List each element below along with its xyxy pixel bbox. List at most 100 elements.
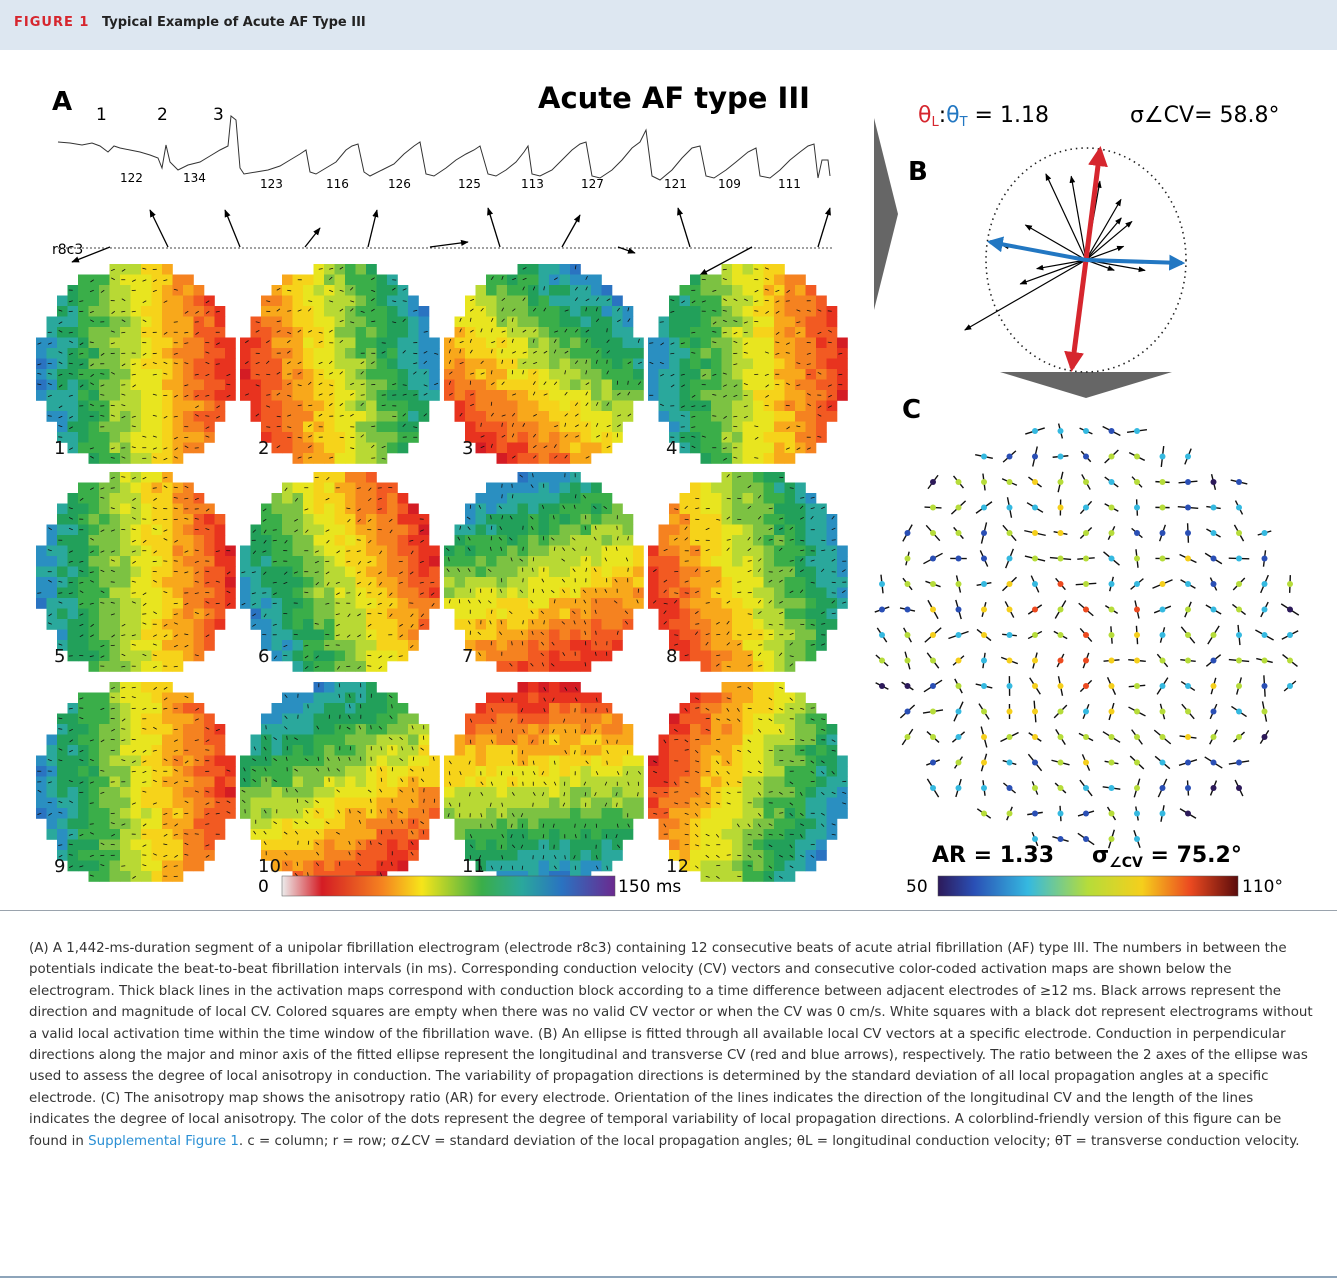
map-cell (690, 442, 701, 454)
map-cell (141, 608, 152, 620)
map-cell (507, 369, 518, 380)
map-cell (334, 692, 346, 704)
map-cell (496, 493, 508, 504)
map-cell (774, 482, 785, 494)
map-cv-arrow (142, 622, 147, 625)
panel-a-title: Acute AF type III (538, 81, 810, 115)
map-cell (528, 295, 539, 307)
map-cv-arrow (543, 307, 547, 312)
map-cell (816, 556, 827, 567)
map-cv-arrow (381, 457, 386, 460)
map-cell (366, 860, 377, 872)
map-cell (88, 860, 100, 872)
map-cell (784, 503, 796, 515)
map-cell (397, 337, 409, 349)
map-cv-arrow (371, 277, 375, 281)
map-cell (46, 379, 58, 391)
map-cell (334, 482, 346, 494)
map-cv-arrow (789, 538, 794, 541)
map-cell (622, 535, 634, 546)
map-cv-arrow (606, 402, 610, 406)
map-cell (475, 493, 487, 504)
map-cell (151, 442, 163, 454)
map-cv-arrow (810, 496, 815, 499)
map-cell (690, 379, 701, 391)
map-cell (120, 369, 131, 380)
map-cell (805, 306, 817, 317)
map-cell (763, 545, 775, 557)
map-cell (78, 295, 89, 307)
map-cv-arrow (251, 592, 256, 595)
map-cell (151, 808, 163, 819)
map-cv-arrow (674, 537, 678, 541)
map-cell (120, 766, 131, 777)
map-cell (486, 274, 497, 286)
map-cell (120, 400, 131, 412)
map-cell (507, 514, 518, 525)
map-cell (78, 787, 89, 798)
map-cell (162, 787, 173, 798)
map-cell (622, 545, 634, 557)
map-cell (46, 545, 58, 557)
map-cell (141, 692, 152, 704)
map-cell (387, 337, 398, 349)
map-cell (795, 358, 806, 370)
map-cv-arrow (574, 297, 578, 301)
map-cell (172, 453, 184, 464)
map-cell (193, 766, 205, 777)
map-cell (78, 306, 89, 317)
map-cv-arrow (308, 404, 313, 407)
map-cv-arrow (691, 435, 696, 438)
map-cell (408, 400, 419, 412)
map-cv-arrow (184, 833, 189, 835)
map-cv-arrow (173, 665, 178, 668)
map-cell (172, 598, 184, 609)
map-cell (214, 556, 226, 567)
map-cv-arrow (58, 592, 63, 594)
map-cell (418, 400, 430, 412)
map-cv-arrow (540, 652, 545, 657)
map-cv-arrow (152, 456, 157, 459)
map-cell (99, 608, 110, 620)
map-cell (517, 535, 529, 546)
map-cell (172, 745, 184, 756)
map-cell (324, 839, 335, 851)
map-cv-arrow (810, 623, 815, 626)
map-cell (387, 514, 398, 525)
map-cell (88, 327, 100, 338)
map-cv-arrow (670, 352, 675, 355)
map-cv-arrow (533, 350, 537, 354)
map-cv-arrow (627, 567, 629, 572)
map-cv-arrow (821, 506, 826, 510)
map-cv-arrow (554, 330, 559, 333)
map-cell (570, 598, 581, 609)
map-cell (763, 493, 775, 504)
beat-number-3: 3 (213, 105, 224, 125)
map-cell (366, 264, 377, 275)
map-cv-arrow (215, 801, 220, 804)
map-cv-arrow (490, 443, 493, 448)
map-cell (183, 734, 194, 746)
map-cell (538, 745, 550, 756)
map-cell (496, 482, 508, 494)
map-cv-arrow (410, 624, 414, 628)
map-cv-arrow (553, 781, 557, 786)
map-cv-arrow (68, 394, 73, 397)
map-cv-arrow (468, 760, 471, 765)
map-cell (538, 629, 550, 641)
map-cell (313, 734, 325, 746)
map-cell (162, 797, 173, 809)
map-cv-arrow (543, 781, 547, 786)
map-cell (240, 755, 251, 767)
map-cell (538, 556, 550, 567)
map-cell (795, 650, 806, 662)
map-cv-arrow (255, 321, 260, 323)
map-cv-arrow (89, 781, 94, 784)
map-cv-arrow (663, 621, 667, 625)
map-cell (193, 503, 205, 515)
map-cell (271, 337, 283, 349)
map-cell (334, 650, 346, 662)
map-cell (366, 766, 377, 777)
map-cell (366, 745, 377, 756)
map-cell (88, 295, 100, 307)
